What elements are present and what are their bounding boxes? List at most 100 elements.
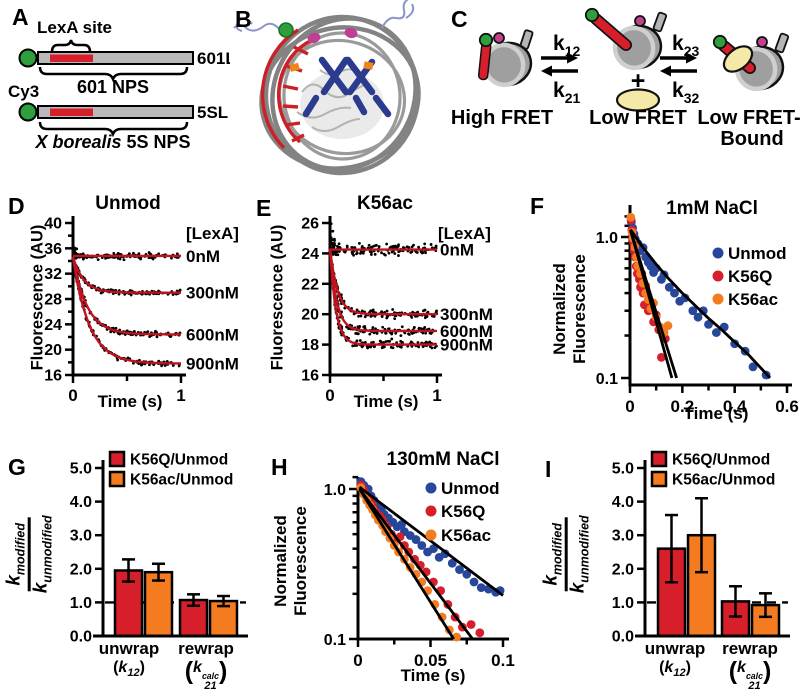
panel-d: D Fluorescence (AU) 16 20 24 28 32 36 40 0 1 Unmo…: [0, 185, 255, 430]
y-tick-label: 1.0: [70, 595, 92, 612]
panel-d-chart: 16 20 24 28 32 36 40 0 1 Unmod [LexA] Time (s) 0nM 30…: [44, 193, 239, 411]
y-tick-label: 5.0: [70, 461, 92, 478]
panel-f-chart: 1.0 0.1 0 0.2 0.4 0.6 1mM NaCl Time (s) Unmod K56…: [596, 198, 799, 423]
ticks: [95, 466, 103, 638]
fit-lines: [629, 228, 772, 379]
arrow-head-left-1: [541, 65, 552, 77]
g-category-rewrap: rewrap (k calc 21): [178, 639, 234, 692]
x-tick-label: 0.6: [775, 397, 799, 416]
axes: [71, 216, 186, 377]
y-tick-label: 16: [44, 368, 62, 385]
nps-601-brace: [38, 66, 189, 83]
histone-helices: [302, 56, 392, 118]
h-y-axis-label: Normalized Fluorescence: [271, 506, 310, 616]
rate-k32: k32: [672, 79, 699, 106]
cy3-dye-dot-5s: [18, 102, 38, 122]
x-tick-label: 0.1: [491, 651, 515, 670]
panel-letter-g: G: [8, 454, 26, 480]
chart-title: Unmod: [95, 193, 160, 214]
axes: [328, 216, 442, 377]
arrow-head-left-2: [660, 65, 671, 77]
y-tick-label: 0.1: [596, 371, 618, 388]
x-axis-label: Time (s): [98, 392, 163, 411]
construct-601L-label: 601L: [197, 49, 230, 68]
e-y-axis-label: Fluorescence (AU): [268, 224, 287, 371]
legend: K56Q/Unmod K56ac/Unmod: [108, 450, 233, 489]
x-tick-label: 1: [432, 386, 441, 405]
panel-g: G kmodified kunmodified 0.0 1.0 2.0 3.0 4.0 5…: [0, 430, 255, 698]
x-tick-label: 0.05: [414, 651, 447, 670]
fit-lines: [71, 254, 182, 365]
equilibrium-arrows-2: [660, 56, 697, 73]
legend-label: K56ac/Unmod: [130, 472, 233, 489]
series-label: 0nM: [440, 241, 474, 260]
y-tick-label: 24: [301, 246, 319, 263]
legend-label: K56Q: [441, 502, 485, 521]
rate-k23: k23: [672, 32, 699, 59]
legend-label: K56ac/Unmod: [672, 472, 775, 489]
dna-gyres: [259, 14, 421, 176]
state-low-fret: Low FRET: [589, 107, 687, 129]
rate-k21: k21: [553, 79, 580, 106]
x-tick-label: 0.4: [723, 397, 747, 416]
panel-b: B: [230, 0, 445, 185]
y-tick-label: 24: [44, 317, 62, 334]
axes: [93, 460, 248, 638]
legend-label: K56ac: [441, 526, 491, 545]
lexa-site-region-601: [50, 54, 93, 62]
y-tick-label: 20: [44, 342, 62, 359]
panel-letter-e: E: [256, 195, 272, 221]
error-bars: [665, 496, 772, 619]
cy3-dye-sphere: [278, 22, 294, 38]
panel-i: I kmodified kunmodified 0.0 1.0 2.0 3.0 4.0 5…: [530, 430, 800, 698]
series-label: 900nM: [186, 355, 239, 374]
axes: [635, 460, 790, 638]
x-tick-label: 0.2: [671, 397, 695, 416]
d-y-axis-label: Fluorescence (AU): [28, 224, 47, 371]
chart-title: K56ac: [357, 193, 413, 214]
lexa-site-region-5s: [50, 108, 93, 116]
bars: [113, 569, 239, 638]
cy5-dot: [493, 32, 505, 44]
panel-letter-c: C: [451, 6, 468, 32]
error-bars: [122, 558, 230, 608]
ticks: [637, 466, 645, 638]
panel-h: H Normalized Fluorescence 1.0 0.1 0 0.05 0.1…: [255, 430, 530, 698]
y-tick-label: 1.0: [324, 482, 346, 499]
nucleosome-cartoon-high-fret: [477, 29, 534, 88]
y-tick-label: 26: [301, 216, 319, 233]
legend: K56Q/Unmod K56ac/Unmod: [650, 450, 775, 489]
x-axis-label: Time (s): [684, 404, 749, 423]
y-tick-label: 20: [301, 307, 319, 324]
k56-site-left: [307, 32, 321, 44]
nps-5s-label: X borealis 5S NPS: [34, 132, 190, 152]
series-label: 300nM: [186, 284, 239, 303]
nucleosome-cartoon-low-fret-bound: [712, 32, 790, 92]
legend-label: Unmod: [728, 244, 787, 263]
state-low-fret-bound-1: Low FRET-: [697, 107, 800, 129]
y-tick-label: 4.0: [612, 494, 634, 511]
y-tick-label: 2.0: [70, 561, 92, 578]
legend: Unmod K56Q K56ac: [712, 244, 787, 309]
legend-label: K56Q/Unmod: [672, 452, 770, 469]
panel-g-chart: 0.0 1.0 2.0 3.0 4.0 5.0 K56Q/Unmod K56ac/Unmod: [70, 450, 248, 646]
series-label: 600nM: [440, 322, 493, 341]
panel-letter-i: I: [545, 456, 552, 482]
ticks: [349, 475, 505, 647]
y-tick-label: 1.0: [612, 595, 634, 612]
fit-lines: [358, 485, 504, 640]
residue-orange-right: [363, 61, 374, 70]
i-category-unwrap: unwrap (k12): [644, 639, 706, 680]
x-tick-label: 0: [353, 651, 362, 670]
legend-label: K56Q/Unmod: [130, 452, 228, 469]
arrow-head-right-1: [567, 52, 578, 64]
y-tick-label: 4.0: [70, 494, 92, 511]
ticks: [322, 221, 439, 383]
y-tick-label: 18: [301, 337, 319, 354]
g-category-unwrap: unwrap (k12): [98, 639, 160, 680]
y-tick-label: 36: [44, 241, 62, 258]
y-tick-label: 40: [44, 216, 62, 233]
panel-a-diagram: LexA site 601L 601 NPS Cy3 5SL X boreali…: [8, 18, 230, 152]
lexa-dna-helix: [260, 28, 313, 150]
